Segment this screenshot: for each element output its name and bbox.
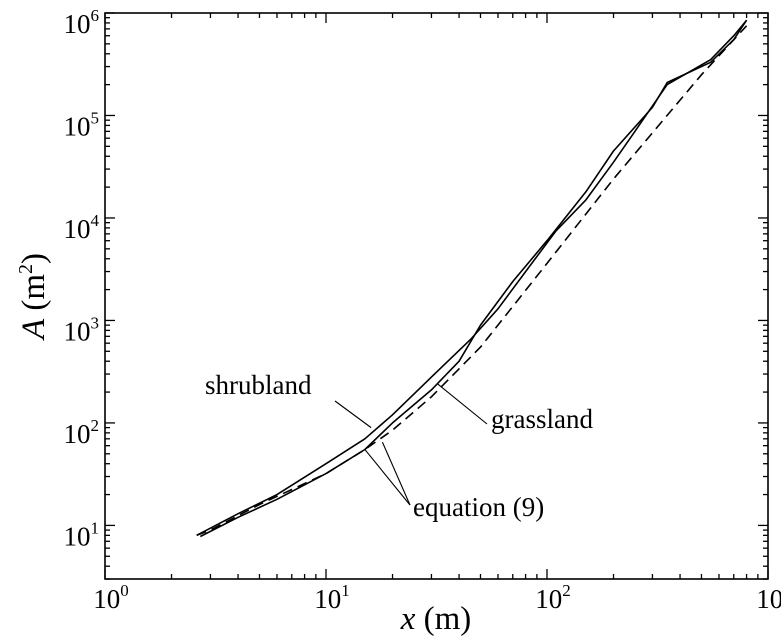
x-tick-label: 103 xyxy=(756,581,781,614)
series-line-shrubland xyxy=(196,19,748,537)
annotation-leaders xyxy=(334,383,488,506)
y-tick-label: 101 xyxy=(64,518,100,551)
annotation-equation: equation (9) xyxy=(413,492,544,522)
y-tick-label: 106 xyxy=(64,6,100,39)
y-axis-var: A xyxy=(16,318,52,341)
y-tick-label: 105 xyxy=(64,108,100,141)
series-line-equation-9 xyxy=(196,25,748,537)
x-tick-label: 102 xyxy=(535,581,571,614)
y-axis-unit-close: ) xyxy=(16,253,52,264)
annotation-shrubland: shrubland xyxy=(205,370,312,400)
y-axis-unit-exp: 2 xyxy=(15,264,37,274)
series-layer xyxy=(196,19,748,538)
axis-ticks xyxy=(104,12,769,580)
series-line-grassland xyxy=(199,19,748,538)
annotation-grassland: grassland xyxy=(491,404,593,434)
x-tick-labels: 100 101 102 103 xyxy=(93,581,781,614)
annotation-leader-line xyxy=(334,400,372,429)
x-axis-title: x (m) xyxy=(400,601,472,637)
annotation-leader-line xyxy=(381,441,411,506)
plot-frame xyxy=(104,12,769,580)
y-axis-unit-open: (m xyxy=(16,274,52,319)
x-axis-var: x xyxy=(400,601,416,637)
x-tick-label: 100 xyxy=(93,581,129,614)
y-tick-labels: 101 102 103 104 105 106 xyxy=(64,6,100,551)
y-axis-title: A (m2) xyxy=(15,253,52,341)
y-tick-label: 104 xyxy=(64,211,100,244)
x-tick-label: 101 xyxy=(314,581,350,614)
y-tick-label: 103 xyxy=(64,313,100,346)
y-tick-label: 102 xyxy=(64,416,100,449)
annotation-leader-line xyxy=(364,449,411,506)
annotation-leader-line xyxy=(437,383,488,425)
x-axis-unit: (m) xyxy=(415,601,471,637)
